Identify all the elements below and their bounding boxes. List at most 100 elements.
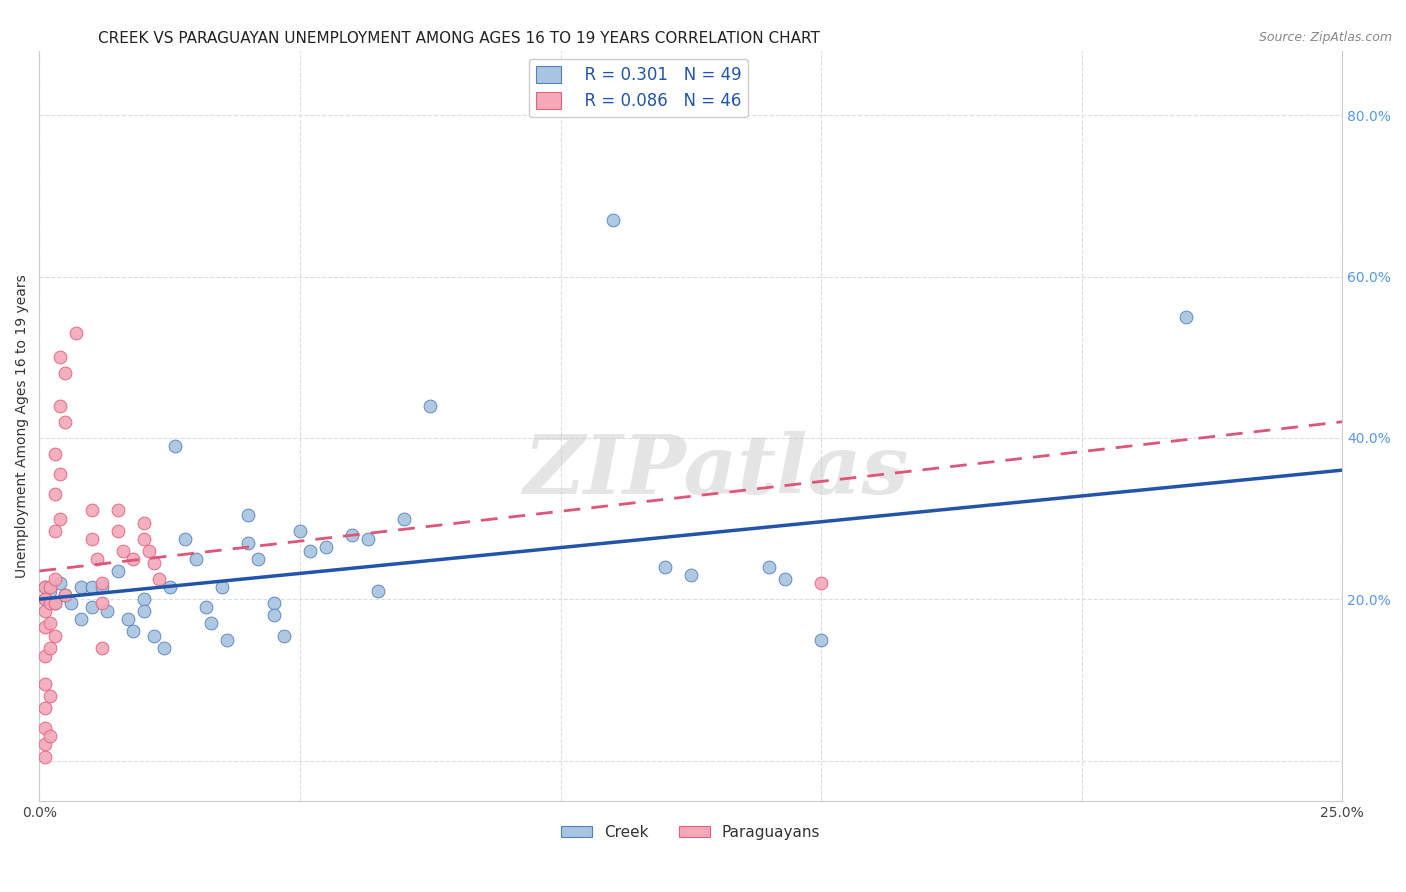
Point [107, 564, 129, 578]
Point [34, 648, 56, 663]
Point [810, 576, 832, 591]
Point [44, 596, 66, 610]
Legend: Creek, Paraguayans: Creek, Paraguayans [555, 819, 827, 846]
Point [340, 527, 363, 541]
Point [132, 532, 155, 546]
Point [184, 552, 207, 566]
Point [38, 580, 60, 594]
Point [392, 511, 415, 525]
Point [143, 556, 166, 570]
Point [34, 592, 56, 607]
Point [773, 572, 796, 586]
Point [299, 544, 322, 558]
Point [91, 596, 114, 610]
Point [80, 503, 103, 517]
Point [34, 580, 56, 594]
Point [34, 620, 56, 634]
Point [810, 632, 832, 647]
Point [143, 628, 166, 642]
Point [65, 326, 87, 340]
Point [38, 584, 60, 599]
Point [122, 624, 145, 639]
Point [49, 576, 72, 591]
Point [34, 738, 56, 752]
Point [80, 600, 103, 615]
Point [107, 524, 129, 538]
Point [236, 508, 259, 522]
Point [91, 640, 114, 655]
Point [34, 592, 56, 607]
Point [80, 580, 103, 594]
Point [419, 399, 441, 413]
Point [273, 628, 295, 642]
Point [263, 596, 285, 610]
Point [34, 721, 56, 735]
Text: Source: ZipAtlas.com: Source: ZipAtlas.com [1258, 31, 1392, 45]
Point [679, 568, 702, 582]
Point [91, 580, 114, 594]
Point [44, 447, 66, 461]
Point [38, 689, 60, 703]
Point [44, 596, 66, 610]
Point [44, 628, 66, 642]
Point [117, 612, 139, 626]
Point [138, 544, 160, 558]
Point [55, 588, 77, 602]
Point [49, 467, 72, 482]
Y-axis label: Unemployment Among Ages 16 to 19 years: Unemployment Among Ages 16 to 19 years [15, 274, 30, 578]
Point [55, 415, 77, 429]
Point [247, 552, 270, 566]
Point [44, 524, 66, 538]
Point [1174, 310, 1197, 324]
Point [38, 730, 60, 744]
Point [153, 640, 176, 655]
Point [59, 596, 82, 610]
Point [288, 524, 311, 538]
Point [263, 608, 285, 623]
Point [357, 532, 380, 546]
Point [34, 580, 56, 594]
Point [236, 535, 259, 549]
Point [49, 399, 72, 413]
Point [195, 600, 218, 615]
Point [132, 604, 155, 618]
Point [174, 532, 197, 546]
Point [163, 439, 186, 453]
Point [111, 544, 134, 558]
Point [34, 604, 56, 618]
Point [34, 677, 56, 691]
Point [55, 367, 77, 381]
Point [315, 540, 337, 554]
Point [49, 350, 72, 364]
Point [132, 516, 155, 530]
Point [107, 503, 129, 517]
Point [34, 749, 56, 764]
Point [215, 632, 238, 647]
Point [49, 511, 72, 525]
Point [211, 580, 233, 594]
Point [96, 604, 118, 618]
Point [44, 487, 66, 501]
Point [132, 592, 155, 607]
Point [148, 572, 170, 586]
Point [602, 213, 624, 227]
Point [86, 552, 108, 566]
Point [122, 552, 145, 566]
Point [80, 532, 103, 546]
Point [38, 640, 60, 655]
Point [91, 576, 114, 591]
Point [70, 580, 93, 594]
Point [758, 560, 780, 574]
Point [159, 580, 181, 594]
Point [367, 584, 389, 599]
Point [38, 596, 60, 610]
Text: CREEK VS PARAGUAYAN UNEMPLOYMENT AMONG AGES 16 TO 19 YEARS CORRELATION CHART: CREEK VS PARAGUAYAN UNEMPLOYMENT AMONG A… [98, 31, 820, 46]
Point [654, 560, 676, 574]
Text: ZIPatlas: ZIPatlas [524, 431, 910, 511]
Point [38, 616, 60, 631]
Point [70, 612, 93, 626]
Point [200, 616, 222, 631]
Point [34, 701, 56, 715]
Point [44, 572, 66, 586]
Point [55, 588, 77, 602]
